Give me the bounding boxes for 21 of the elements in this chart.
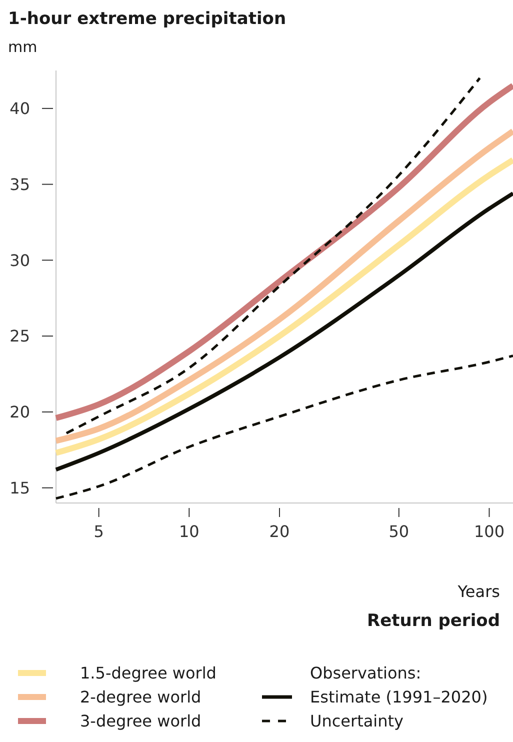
legend-label: 3-degree world (80, 712, 202, 731)
x-tick-label: 10 (178, 522, 200, 541)
legend-label: Uncertainty (310, 712, 404, 731)
y-tick-label: 20 (10, 402, 30, 422)
x-tick-label: 5 (94, 522, 104, 541)
x-axis-title: Return period (366, 611, 500, 631)
legend-title: Observations: (310, 664, 422, 683)
x-tick-label: 100 (474, 522, 505, 541)
legend-label: Estimate (1991–2020) (310, 688, 488, 707)
x-tick-label: 50 (388, 522, 410, 541)
y-axis-title: mm (8, 38, 38, 56)
y-tick-label: 15 (10, 478, 30, 498)
y-tick-label: 25 (10, 326, 30, 346)
text: Years (456, 582, 500, 601)
legend-label: 2-degree world (80, 688, 202, 707)
x-tick-label: 20 (269, 522, 290, 541)
y-tick-label: 40 (10, 99, 30, 118)
chart-title: 1-hour extreme precipitation (8, 9, 286, 29)
legend-label: 1.5-degree world (80, 664, 216, 683)
y-tick-label: 35 (10, 174, 30, 194)
y-tick-label: 30 (10, 250, 30, 270)
